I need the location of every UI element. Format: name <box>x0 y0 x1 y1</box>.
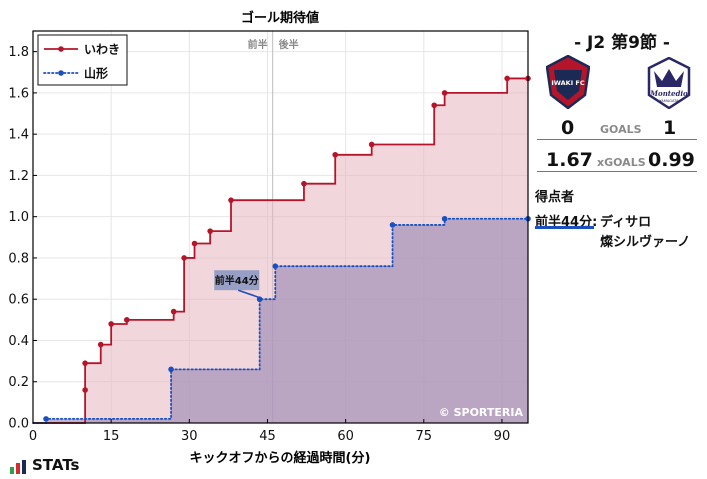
series-point <box>82 360 88 366</box>
xg-chart: 前半 後半 0 15 30 45 60 75 90 0.0 0.2 0.4 0.6 0.8 1.0 1.2 1… <box>8 10 531 466</box>
legend-swatch-marker <box>58 46 64 52</box>
series-point <box>207 228 213 234</box>
goals-label: GOALS <box>600 123 642 136</box>
y-tick-label: 0.4 <box>8 334 29 349</box>
second-half-label: 後半 <box>279 38 299 51</box>
home-xg: 1.67 <box>546 149 593 171</box>
x-tick-label: 75 <box>416 429 433 444</box>
legend-box <box>37 34 128 86</box>
series-point <box>168 366 174 373</box>
y-tick-label: 1.0 <box>8 210 29 225</box>
series-point <box>504 75 510 82</box>
iwaki-logo-text: IWAKI FC <box>551 79 584 87</box>
goal-annotation-box <box>214 270 260 291</box>
scorers-heading: 得点者 <box>535 190 575 205</box>
match-round-title: - J2 第9節 - <box>574 33 670 53</box>
watermark: © SPORTERIA <box>439 406 524 419</box>
legend-label: 山形 <box>84 66 108 81</box>
brand-name: STATs <box>32 456 80 474</box>
series-line-layer <box>32 77 529 424</box>
y-tick-label: 0.2 <box>8 375 29 390</box>
chart-title: ゴール期待値 <box>241 10 319 26</box>
goal-annotation-arrow <box>238 289 262 299</box>
series-point <box>181 255 187 261</box>
x-tick-label: 45 <box>259 429 276 444</box>
series-point <box>441 215 448 222</box>
x-axis-label: キックオフからの経過時間(分) <box>190 450 371 466</box>
scorer-team-underline <box>535 226 594 229</box>
area-fill-layer <box>33 78 528 423</box>
series-line-0 <box>33 77 528 424</box>
series-point <box>272 263 279 270</box>
montedio-logo-subtext: YAMAGATA <box>659 99 679 103</box>
series-point <box>441 90 448 96</box>
iwaki-fc-crest-icon: IWAKI FC <box>546 55 590 109</box>
series-point <box>301 180 307 187</box>
series-point <box>332 151 339 158</box>
series-area-1 <box>33 218 528 423</box>
stats-logo-icon <box>10 460 26 474</box>
y-tick-label: 0.8 <box>8 251 29 266</box>
goals-divider <box>537 139 697 140</box>
y-tick-label: 1.4 <box>8 128 29 143</box>
axes-layer: 0 15 30 45 60 75 90 0.0 0.2 0.4 0.6 0.8 1.0 1.2 1.4 1.6… <box>8 30 529 444</box>
series-point <box>431 102 438 109</box>
series-point <box>191 240 198 247</box>
scorer-name: ディサロ <box>600 215 652 230</box>
montedio-logo-text: Montedio <box>649 89 688 98</box>
xg-divider <box>537 171 697 172</box>
series-point <box>43 416 49 422</box>
x-tick-label: 0 <box>29 429 37 444</box>
x-tick-label: 30 <box>181 429 198 444</box>
legend-label: いわき <box>84 43 120 57</box>
goal-annotation-label: 前半44分 <box>215 274 259 287</box>
y-tick-label: 0.0 <box>8 417 29 432</box>
x-tick-label: 60 <box>337 429 354 444</box>
x-tick-label: 90 <box>494 429 511 444</box>
series-point <box>82 387 88 393</box>
montedio-yamagata-crest-icon: Montedio YAMAGATA <box>647 57 691 109</box>
first-half-label: 前半 <box>248 38 268 51</box>
legend-swatch-marker <box>58 70 64 76</box>
away-goals: 1 <box>663 117 677 139</box>
series-point <box>228 197 234 203</box>
series-point <box>389 222 396 228</box>
series-point <box>123 317 130 323</box>
annotation-layer: 前半44分 <box>214 270 262 299</box>
y-tick-label: 1.6 <box>8 86 29 101</box>
series-point <box>97 341 104 348</box>
y-tick-label: 1.8 <box>8 45 29 60</box>
xg-label: xGOALS <box>597 156 646 169</box>
series-point <box>170 308 177 315</box>
y-tick-label: 1.2 <box>8 169 29 184</box>
series-point <box>368 141 375 148</box>
series-line-1 <box>32 217 529 424</box>
away-xg: 0.99 <box>648 149 695 171</box>
scorer-name-line2: 燦シルヴァーノ <box>600 235 691 250</box>
series-point <box>108 321 114 327</box>
series-point-layer <box>43 75 531 422</box>
home-goals: 0 <box>561 117 575 139</box>
y-tick-label: 0.6 <box>8 293 29 308</box>
x-tick-label: 15 <box>103 429 120 444</box>
plot-frame <box>32 30 529 424</box>
